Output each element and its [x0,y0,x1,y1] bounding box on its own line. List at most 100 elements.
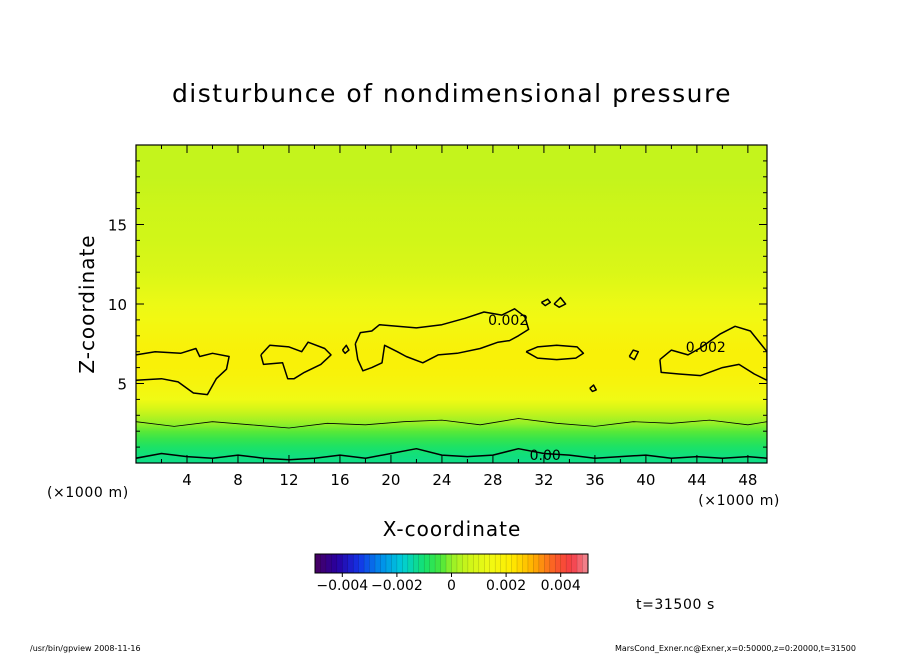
colorbar-cell [495,554,501,573]
contour-line [659,325,767,382]
x-tick-label: 16 [330,471,349,489]
colorbar-cell [396,554,403,573]
colorbar-cell [484,554,491,573]
x-tick-label: 4 [182,471,192,489]
colorbar-cell [473,554,480,573]
x-axis-unit: (×1000 m) [698,493,780,509]
x-tick-label: 32 [534,471,553,489]
colorbar-cell [544,554,551,573]
y-tick-label: 15 [108,217,127,235]
contour-label: 0.00 [530,448,561,464]
colorbar-cell [391,554,398,573]
x-tick-label: 28 [483,471,502,489]
colorbar-cell [538,554,545,573]
colorbar-cell [364,554,370,573]
colorbar-cell [566,554,572,573]
shaded-field [136,145,767,463]
chart-title: disturbunce of nondimensional pressure [172,79,732,108]
x-tick-label: 8 [233,471,243,489]
colorbar-cells [314,554,589,573]
colorbar-cell [549,554,556,573]
colorbar-cell [353,554,359,573]
x-tick-label: 12 [279,471,298,489]
footer-right: MarsCond_Exner.nc@Exner,x=0:50000,z=0:20… [615,644,856,653]
colorbar-cell [342,554,349,573]
colorbar-cell [555,554,561,573]
contour-line [540,298,552,307]
colorbar-cell [517,554,523,573]
x-tick-label: 24 [432,471,451,489]
colorbar-cell [462,554,469,573]
colorbar-cell [456,554,463,573]
contour-line [136,447,767,461]
colorbar-cell [533,554,540,573]
colorbar-cell [527,554,534,573]
colorbar-cell [375,554,381,573]
colorbar-cell [478,554,485,573]
colorbar-cell [577,554,583,573]
colorbar-cell [582,554,589,573]
contour-layer [136,296,767,461]
colorbar-tick-label: 0.002 [486,578,526,594]
colorbar-cell [511,554,518,573]
colorbar-cell [369,554,376,573]
contour-label-layer: 0.002 0.002 0.00 [488,313,726,464]
colorbar-tick-label: −0.002 [371,578,423,594]
colorbar-cell [315,554,321,573]
colorbar-cell [451,554,458,573]
x-tick-label: 48 [738,471,757,489]
colorbar-cell [571,554,578,573]
colorbar-tick-label: 0.004 [541,578,581,594]
contour-line [136,418,767,429]
colorbar-cell [418,554,425,573]
colorbar-cell [347,554,354,573]
x-tick-label: 44 [687,471,706,489]
y-tick-label: 5 [117,376,127,394]
colorbar: −0.004 −0.002 0 0.002 0.004 [314,553,589,594]
x-tick-label: 40 [636,471,655,489]
contour-line [589,384,597,393]
colorbar-cell [489,554,496,573]
y-axis-label: Z-coordinate [75,234,99,373]
colorbar-cell [402,554,409,573]
y-axis: 5 10 15 [108,160,767,448]
colorbar-cell [446,554,452,573]
colorbar-cell [331,554,338,573]
x-axis: 4 8 12 16 20 24 28 32 36 40 44 48 [160,145,757,489]
colorbar-tick-label: −0.004 [316,578,368,594]
contour-line [341,344,350,355]
x-axis-label: X-coordinate [383,517,522,541]
colorbar-cell [500,554,507,573]
colorbar-cell [506,554,512,573]
time-annotation: t=31500 s [636,597,715,613]
colorbar-cell [560,554,567,573]
colorbar-cell [325,554,332,573]
contour-line [136,347,230,396]
footer-left: /usr/bin/gpview 2008-11-16 [30,644,141,653]
plot-area: 0.002 0.002 0.00 [135,144,768,464]
colorbar-cell [429,554,436,573]
contour-line [525,344,585,361]
y-axis-unit: (×1000 m) [47,485,129,501]
contour-line [628,349,640,361]
colorbar-cell [424,554,430,573]
contour-line [553,296,567,308]
contour-label: 0.002 [686,340,726,356]
colorbar-cell [407,554,414,573]
contour-line [260,341,332,380]
contour-line [354,308,530,372]
colorbar-cell [522,554,529,573]
colorbar-cell [413,554,420,573]
colorbar-cell [320,554,327,573]
contour-label: 0.002 [488,313,528,329]
colorbar-cell [440,554,447,573]
x-tick-label: 36 [585,471,604,489]
x-tick-label: 20 [381,471,400,489]
y-tick-label: 10 [108,296,127,314]
colorbar-cell [336,554,343,573]
colorbar-cell [435,554,441,573]
colorbar-cell [358,554,365,573]
colorbar-tick-label: 0 [447,578,456,594]
colorbar-cell [467,554,474,573]
